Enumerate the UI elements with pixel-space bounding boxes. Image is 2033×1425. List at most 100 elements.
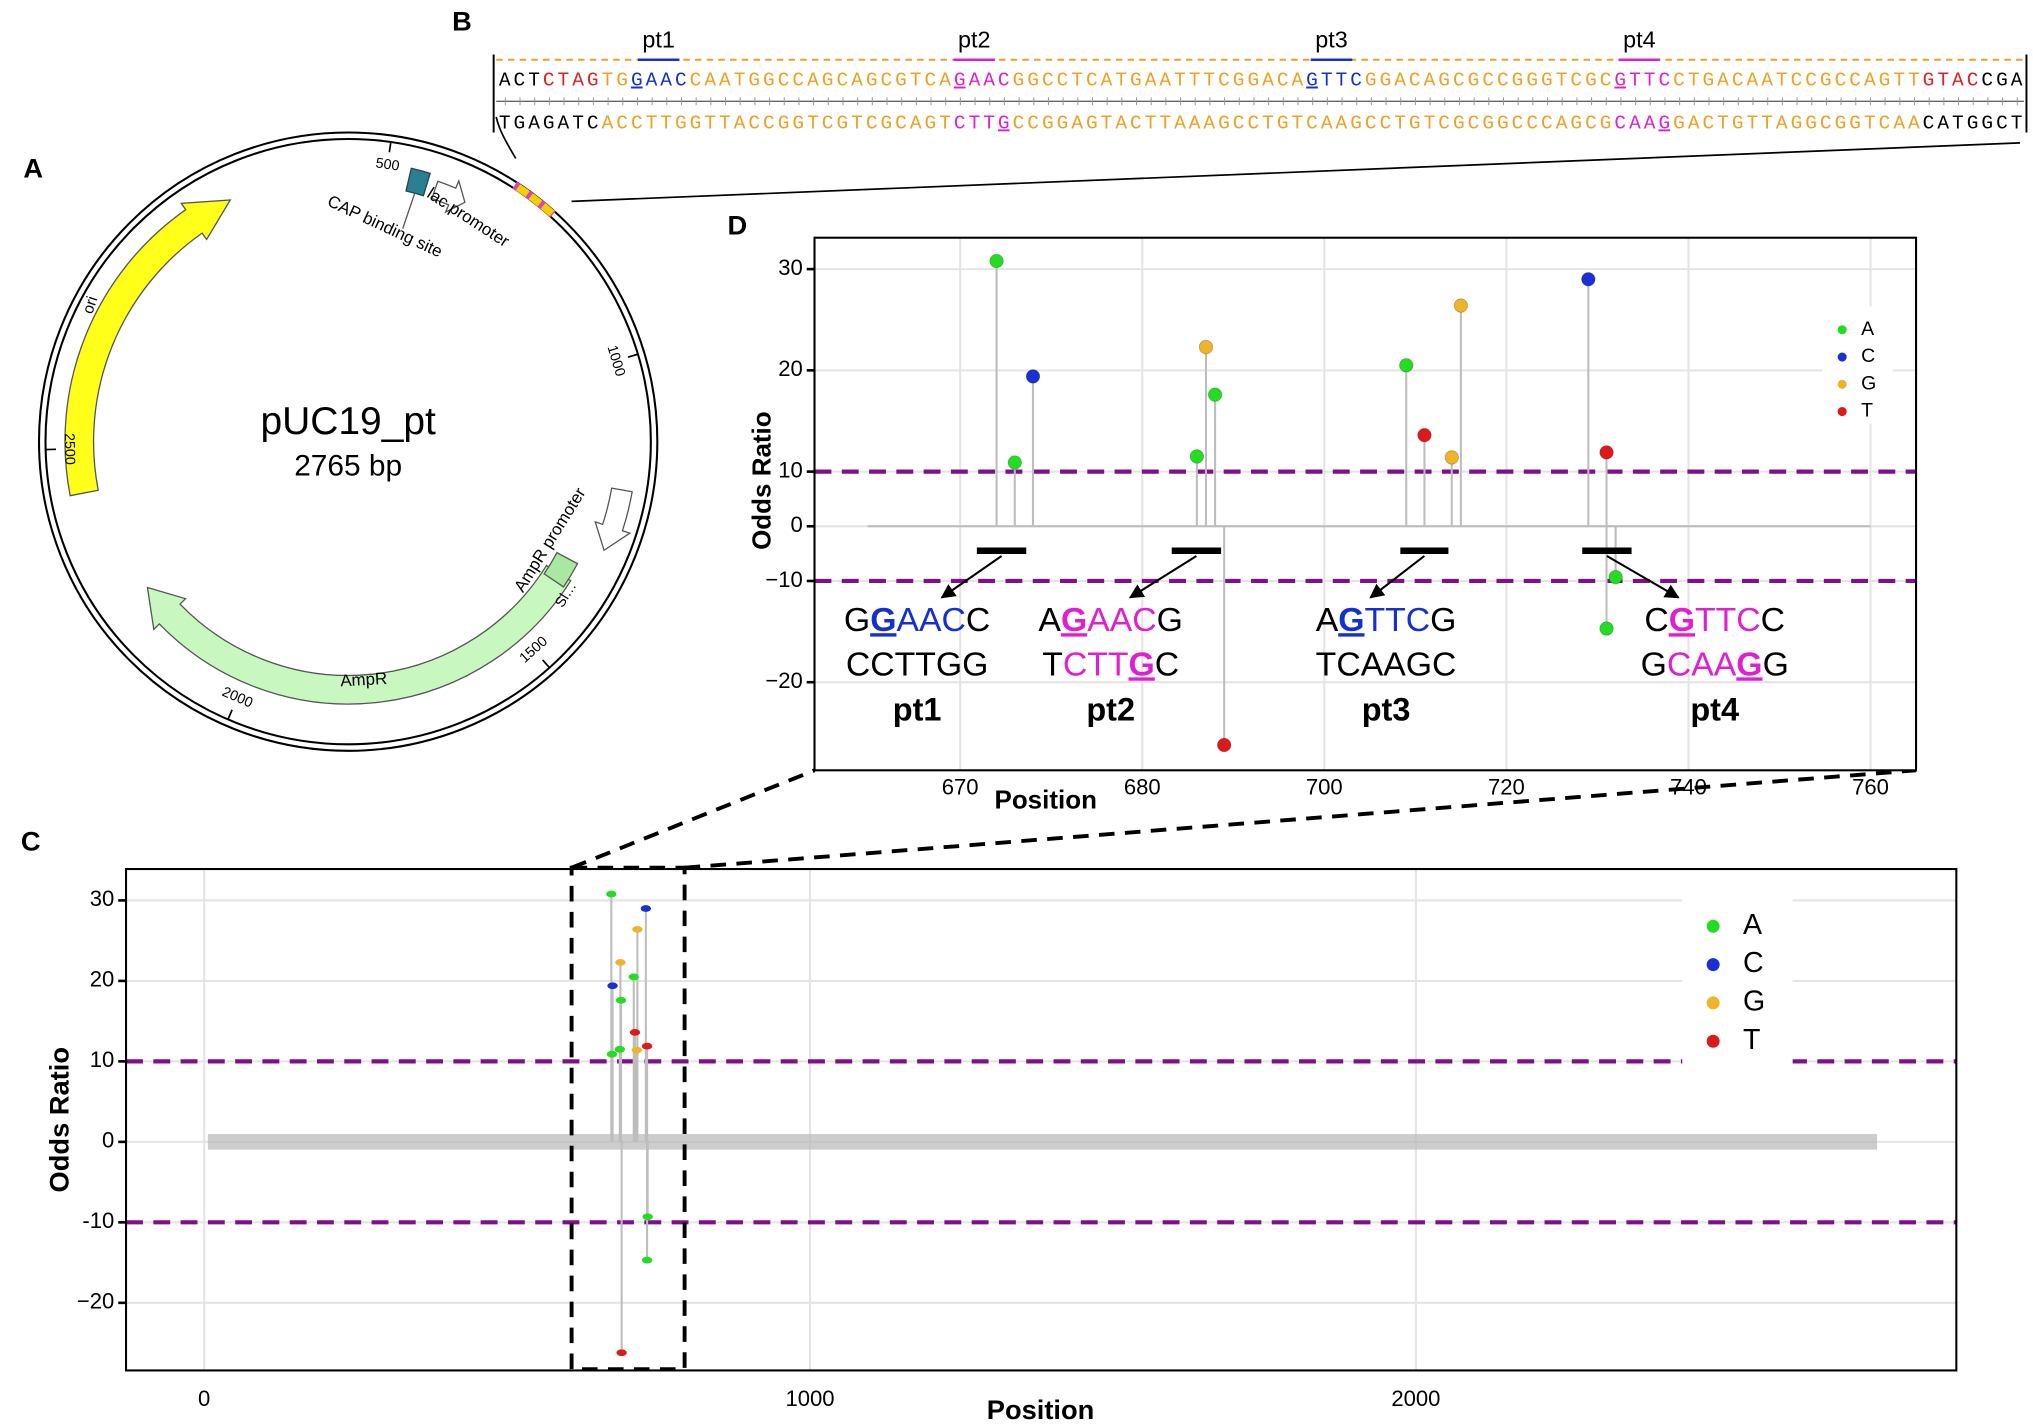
base: A	[558, 113, 570, 135]
zoom-line	[570, 768, 816, 870]
motif-base: G	[1406, 645, 1432, 683]
base: G	[1981, 113, 1993, 135]
base: T	[572, 113, 584, 135]
motif-base: C	[1132, 601, 1156, 639]
base: G	[1027, 70, 1039, 92]
y-tick-label: 20	[778, 356, 803, 381]
y-tick-label: 0	[102, 1128, 114, 1153]
base: G	[748, 70, 760, 92]
base: T	[719, 113, 731, 135]
motif-base: A	[1316, 601, 1339, 639]
base: T	[1174, 70, 1186, 92]
base: T	[1864, 113, 1876, 135]
point	[641, 1256, 653, 1264]
base: T	[1688, 70, 1700, 92]
base: G	[1996, 70, 2008, 92]
legend-label: T	[1861, 400, 1873, 422]
y-tick-label: −10	[765, 567, 802, 592]
motif-base: T	[1042, 645, 1063, 683]
y-tick-label: 30	[90, 886, 115, 911]
legend-label: G	[1743, 985, 1765, 1017]
legend-label: A	[1861, 318, 1874, 340]
ring-tick-label: 500	[375, 155, 401, 174]
base: G	[514, 113, 526, 135]
y-tick-label: 0	[791, 512, 803, 537]
base: C	[1247, 113, 1259, 135]
base: G	[866, 70, 878, 92]
motif-base: C	[1667, 645, 1691, 683]
base: T	[851, 113, 863, 135]
base: G	[1658, 113, 1670, 135]
y-tick-label: 20	[90, 967, 115, 992]
base: G	[690, 113, 702, 135]
base: C	[1570, 70, 1582, 92]
base: A	[939, 70, 951, 92]
legend-swatch	[1706, 958, 1720, 972]
panel-letter: C	[21, 825, 41, 856]
base: C	[1277, 70, 1289, 92]
point	[631, 1046, 642, 1054]
motif-base: A	[896, 601, 919, 639]
base: G	[1468, 70, 1480, 92]
base: C	[1306, 113, 1318, 135]
base: G	[836, 113, 848, 135]
motif-base: G	[1129, 645, 1155, 683]
base: A	[1336, 113, 1348, 135]
base: C	[1967, 70, 1979, 92]
base: A	[1908, 113, 1920, 135]
zoom-line	[495, 116, 517, 159]
base: A	[1321, 113, 1333, 135]
base: C	[543, 70, 555, 92]
motif-base: T	[1716, 601, 1737, 639]
site-arrow	[1128, 555, 1197, 599]
point	[1007, 455, 1022, 470]
base: C	[778, 70, 790, 92]
base: A	[1203, 113, 1215, 135]
base: C	[1526, 113, 1538, 135]
base: G	[822, 70, 834, 92]
feature-label: AmpR	[340, 669, 388, 690]
base: T	[1321, 70, 1333, 92]
base: A	[1159, 70, 1171, 92]
motif-base: G	[1338, 601, 1364, 639]
base: G	[1233, 70, 1245, 92]
motif-base: G	[1061, 601, 1087, 639]
point	[1399, 358, 1414, 373]
ring-tick	[388, 141, 392, 153]
plot-frame	[813, 236, 1918, 772]
region-highlight	[512, 181, 556, 218]
panel-letter: D	[727, 210, 747, 241]
base: C	[1805, 70, 1817, 92]
base: C	[1409, 70, 1421, 92]
base: T	[1556, 70, 1568, 92]
base: T	[1115, 70, 1127, 92]
base: T	[1747, 113, 1759, 135]
base: G	[1042, 113, 1054, 135]
base: C	[925, 70, 937, 92]
y-tick-label: -10	[82, 1208, 114, 1233]
base: A	[910, 113, 922, 135]
base: T	[558, 70, 570, 92]
base: C	[1879, 113, 1891, 135]
base: C	[792, 70, 804, 92]
motif-base: C	[966, 601, 990, 639]
legend-swatch	[1837, 379, 1847, 389]
plot-area	[814, 237, 1917, 771]
site-label: pt1	[642, 27, 674, 53]
ring-tick	[541, 659, 551, 669]
point	[1608, 569, 1623, 585]
point	[632, 926, 643, 933]
base: C	[1233, 113, 1245, 135]
motif-label: pt4	[1690, 691, 1739, 727]
motif-bottom: GCAAGG	[1641, 645, 1789, 683]
motif-base: A	[919, 601, 942, 639]
base: A	[969, 70, 981, 92]
ampr-feature	[146, 564, 572, 705]
base: C	[895, 113, 907, 135]
base: A	[1776, 113, 1788, 135]
base: C	[587, 113, 599, 135]
base: C	[1791, 70, 1803, 92]
motif-base: C	[1432, 645, 1456, 683]
base: G	[616, 70, 628, 92]
